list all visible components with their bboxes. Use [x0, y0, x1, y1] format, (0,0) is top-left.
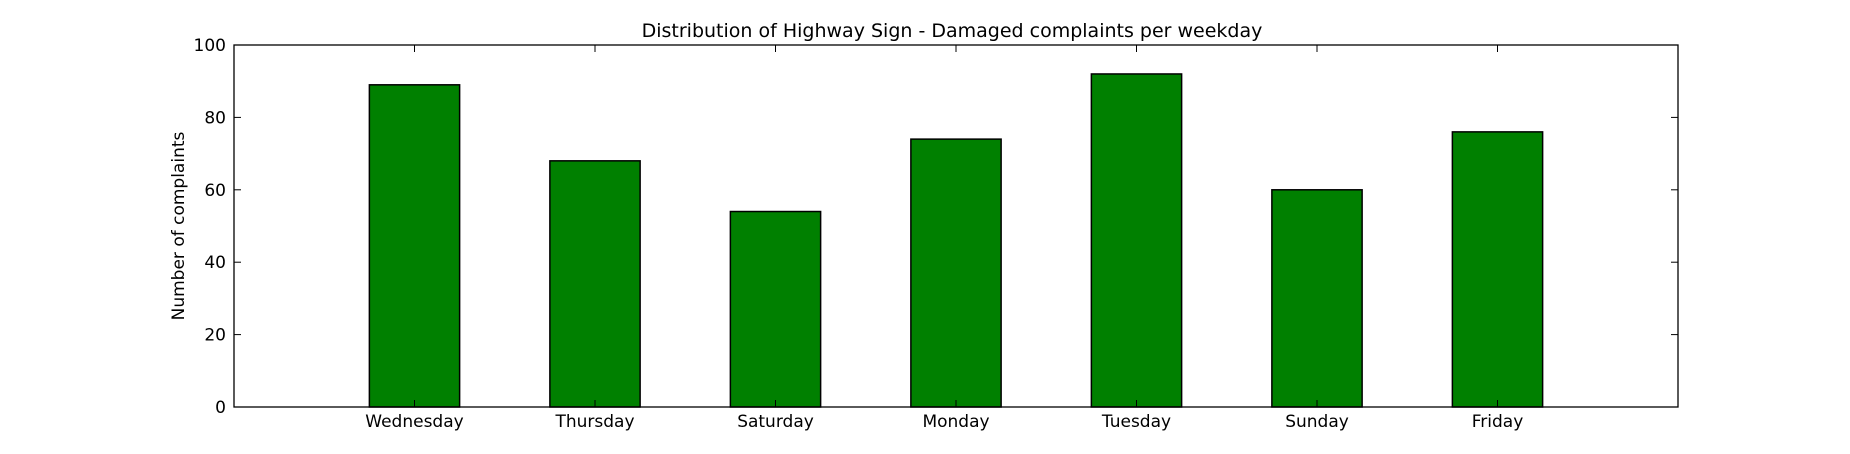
bar-saturday: [729, 210, 822, 408]
chart-title: Distribution of Highway Sign - Damaged c…: [642, 20, 1263, 42]
x-tick-label: Thursday: [554, 412, 634, 432]
bar-tuesday: [1090, 73, 1183, 408]
y-tick-label: 80: [204, 108, 226, 128]
x-tick-label: Sunday: [1285, 412, 1349, 432]
y-tick-label: 60: [204, 181, 226, 201]
y-tick-label: 20: [204, 326, 226, 346]
y-tick-label: 40: [204, 253, 226, 273]
y-tick-label: 0: [215, 398, 226, 418]
x-tick-label: Monday: [922, 412, 989, 432]
x-tick-label: Tuesday: [1101, 412, 1171, 432]
bar-thursday: [549, 160, 641, 408]
bar-friday: [1451, 131, 1544, 408]
y-tick-label: 100: [194, 36, 226, 56]
bar-wednesday: [368, 84, 461, 408]
bar-sunday: [1271, 189, 1363, 408]
bar-monday: [910, 138, 1002, 408]
x-tick-label: Wednesday: [365, 412, 463, 432]
x-tick-label: Saturday: [737, 412, 814, 432]
plot-area: 0 20 40 60 80 100 Wednesday Thursday Saturday Mon…: [194, 36, 1679, 432]
x-tick-label: Friday: [1472, 412, 1524, 432]
y-axis-label: Number of complaints: [169, 131, 189, 320]
